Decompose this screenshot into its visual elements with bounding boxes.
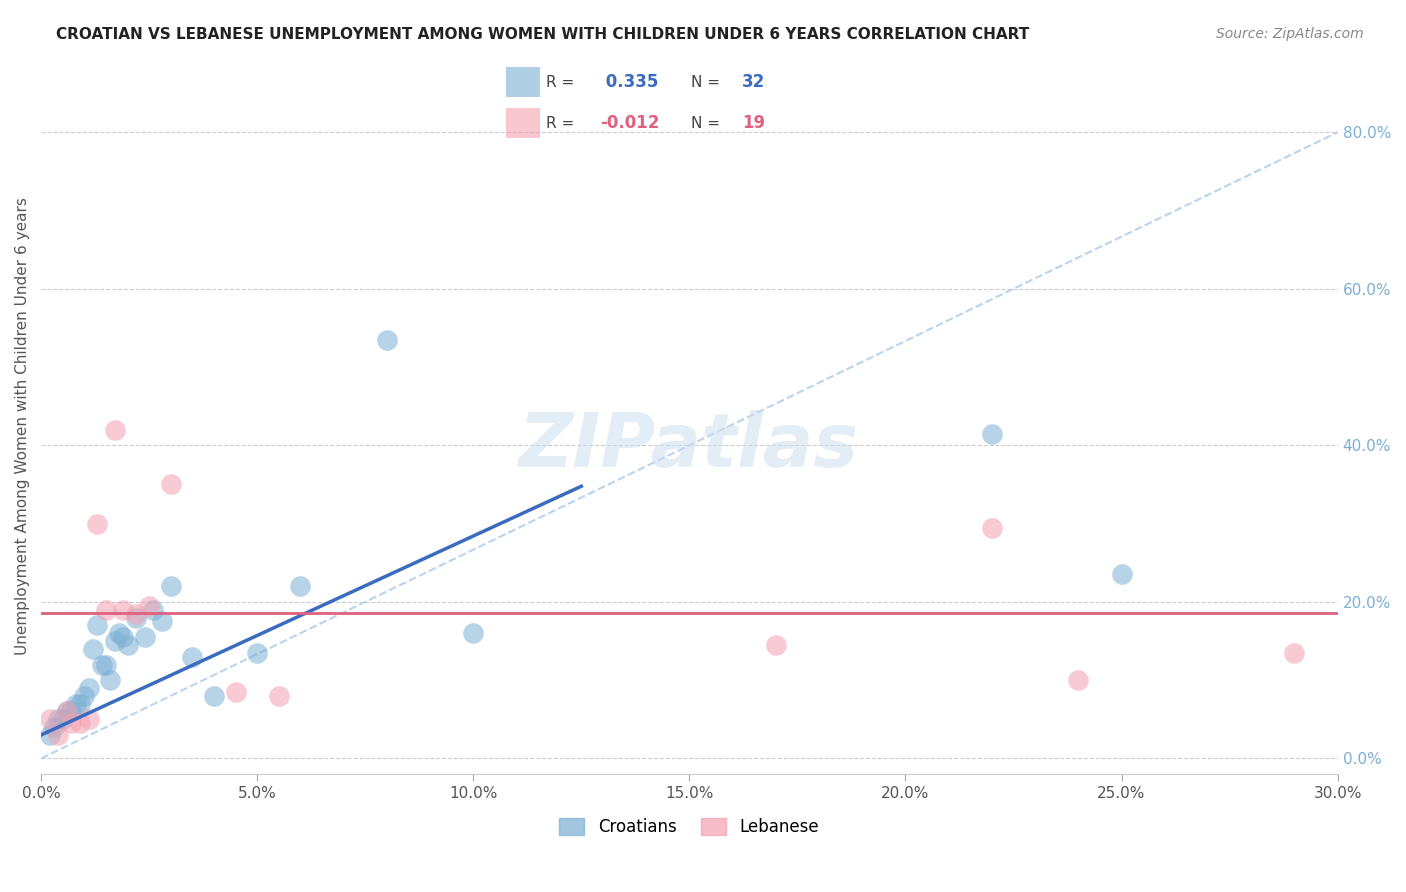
FancyBboxPatch shape <box>506 67 540 97</box>
Point <box>142 603 165 617</box>
Text: N =: N = <box>692 75 725 89</box>
Point <box>60 705 83 719</box>
Point <box>375 333 398 347</box>
Point <box>181 649 204 664</box>
Point <box>94 603 117 617</box>
Legend: Croatians, Lebanese: Croatians, Lebanese <box>553 811 827 842</box>
Point <box>246 646 269 660</box>
Point <box>48 712 70 726</box>
Point <box>69 716 91 731</box>
Point <box>112 603 135 617</box>
Text: R =: R = <box>547 75 579 89</box>
Point <box>225 685 247 699</box>
Text: N =: N = <box>692 116 725 130</box>
Point <box>202 689 225 703</box>
Point <box>1284 646 1306 660</box>
Text: 32: 32 <box>742 73 765 91</box>
Point <box>60 716 83 731</box>
Point <box>98 673 121 688</box>
Text: -0.012: -0.012 <box>600 114 659 132</box>
Point <box>134 630 156 644</box>
Point <box>69 697 91 711</box>
Point <box>159 579 181 593</box>
Text: 19: 19 <box>742 114 765 132</box>
Point <box>48 728 70 742</box>
Point <box>117 638 139 652</box>
Point <box>159 477 181 491</box>
Point <box>52 712 75 726</box>
Point <box>765 638 787 652</box>
Point <box>108 626 131 640</box>
Point <box>77 712 100 726</box>
Point <box>290 579 312 593</box>
Text: ZIPatlas: ZIPatlas <box>519 410 859 483</box>
Point <box>82 641 104 656</box>
Point <box>77 681 100 695</box>
Text: CROATIAN VS LEBANESE UNEMPLOYMENT AMONG WOMEN WITH CHILDREN UNDER 6 YEARS CORREL: CROATIAN VS LEBANESE UNEMPLOYMENT AMONG … <box>56 27 1029 42</box>
Point <box>42 720 65 734</box>
Point <box>112 630 135 644</box>
Text: R =: R = <box>547 116 579 130</box>
Point <box>94 657 117 672</box>
Point <box>65 697 87 711</box>
Point <box>38 712 60 726</box>
Point <box>56 705 79 719</box>
Point <box>125 607 148 621</box>
FancyBboxPatch shape <box>506 108 540 138</box>
Point <box>150 615 173 629</box>
Point <box>56 705 79 719</box>
Point <box>1111 567 1133 582</box>
Point <box>86 516 108 531</box>
Point <box>267 689 290 703</box>
Point <box>125 610 148 624</box>
Y-axis label: Unemployment Among Women with Children Under 6 years: Unemployment Among Women with Children U… <box>15 197 30 655</box>
Text: 0.335: 0.335 <box>600 73 659 91</box>
Point <box>38 728 60 742</box>
Point <box>980 520 1002 534</box>
Text: Source: ZipAtlas.com: Source: ZipAtlas.com <box>1216 27 1364 41</box>
Point <box>103 634 125 648</box>
Point <box>138 599 160 613</box>
Point <box>86 618 108 632</box>
Point <box>1067 673 1090 688</box>
Point <box>73 689 96 703</box>
Point <box>90 657 112 672</box>
Point <box>463 626 485 640</box>
Point <box>980 426 1002 441</box>
Point <box>103 423 125 437</box>
